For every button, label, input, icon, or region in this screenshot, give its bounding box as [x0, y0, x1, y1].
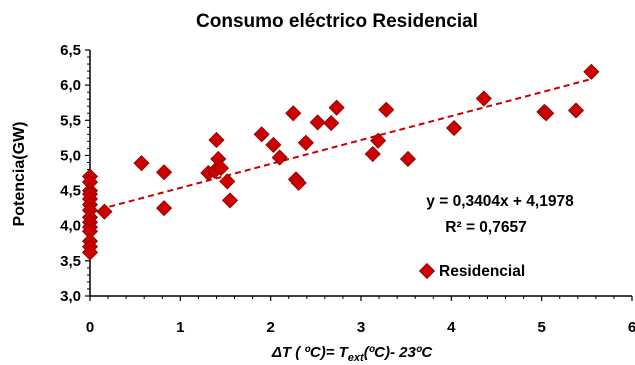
x-tick-label: 1 [176, 319, 184, 336]
y-axis-title: Potencia(GW) [11, 122, 28, 227]
data-points [81, 63, 600, 261]
data-point [96, 203, 113, 220]
trendline-equation: y = 0,3404x + 4,1978 [426, 193, 574, 210]
data-point [133, 155, 150, 172]
y-tick-label: 5,5 [60, 112, 81, 129]
data-point [583, 63, 600, 80]
data-point [221, 192, 239, 209]
data-point [297, 134, 314, 151]
y-tick-label: 6,5 [60, 42, 81, 59]
chart-title: Consumo eléctrico Residencial [196, 11, 478, 32]
data-point [265, 136, 282, 153]
data-point [364, 145, 381, 163]
data-point [290, 174, 307, 191]
data-point [81, 244, 99, 261]
data-point [208, 131, 225, 149]
r-squared-label: R² = 0,7657 [445, 219, 526, 236]
y-tick-label: 4,0 [60, 218, 81, 235]
x-axis-title: ΔT ( ºC)= Text(ºC)- 23ºC [271, 344, 434, 364]
data-point [475, 90, 492, 107]
data-point [253, 126, 270, 143]
x-axis-title-prefix: ΔT ( ºC)= T [271, 344, 350, 361]
x-axis-title-suffix: (ºC)- 23ºC [364, 344, 434, 361]
x-tick-label: 5 [537, 319, 545, 336]
data-point [156, 164, 173, 181]
x-tick-label: 0 [86, 319, 94, 336]
data-point [271, 149, 288, 166]
data-point [538, 105, 555, 122]
y-tick-label: 5,0 [60, 147, 81, 164]
data-point [328, 99, 345, 116]
data-point [370, 132, 387, 149]
x-tick-labels: 0 1 2 3 4 5 6 [86, 319, 635, 336]
legend: Residencial [418, 262, 525, 280]
legend-label: Residencial [439, 263, 525, 280]
data-point [309, 114, 326, 131]
y-tick-label: 6,0 [60, 77, 81, 94]
y-tick-label: 3,0 [60, 288, 81, 305]
trendline [89, 78, 592, 213]
x-axis-title-subscript: ext [348, 352, 365, 364]
data-point [323, 115, 340, 132]
data-point [399, 150, 417, 168]
x-tick-label: 6 [628, 319, 635, 336]
x-tick-label: 2 [266, 319, 274, 336]
x-tick-label: 4 [447, 319, 456, 336]
data-point [285, 105, 302, 122]
y-tick-label: 3,5 [60, 253, 81, 270]
data-point [212, 160, 230, 177]
x-tick-label: 3 [357, 319, 365, 336]
data-point [219, 173, 236, 190]
y-tick-labels: 3,0 3,5 4,0 4,5 5,0 5,5 6,0 6,5 [60, 42, 81, 305]
data-point [378, 101, 395, 118]
y-tick-label: 4,5 [60, 183, 81, 200]
data-point [445, 119, 463, 137]
legend-marker [418, 262, 436, 280]
data-point [567, 102, 585, 119]
data-point [156, 200, 173, 217]
